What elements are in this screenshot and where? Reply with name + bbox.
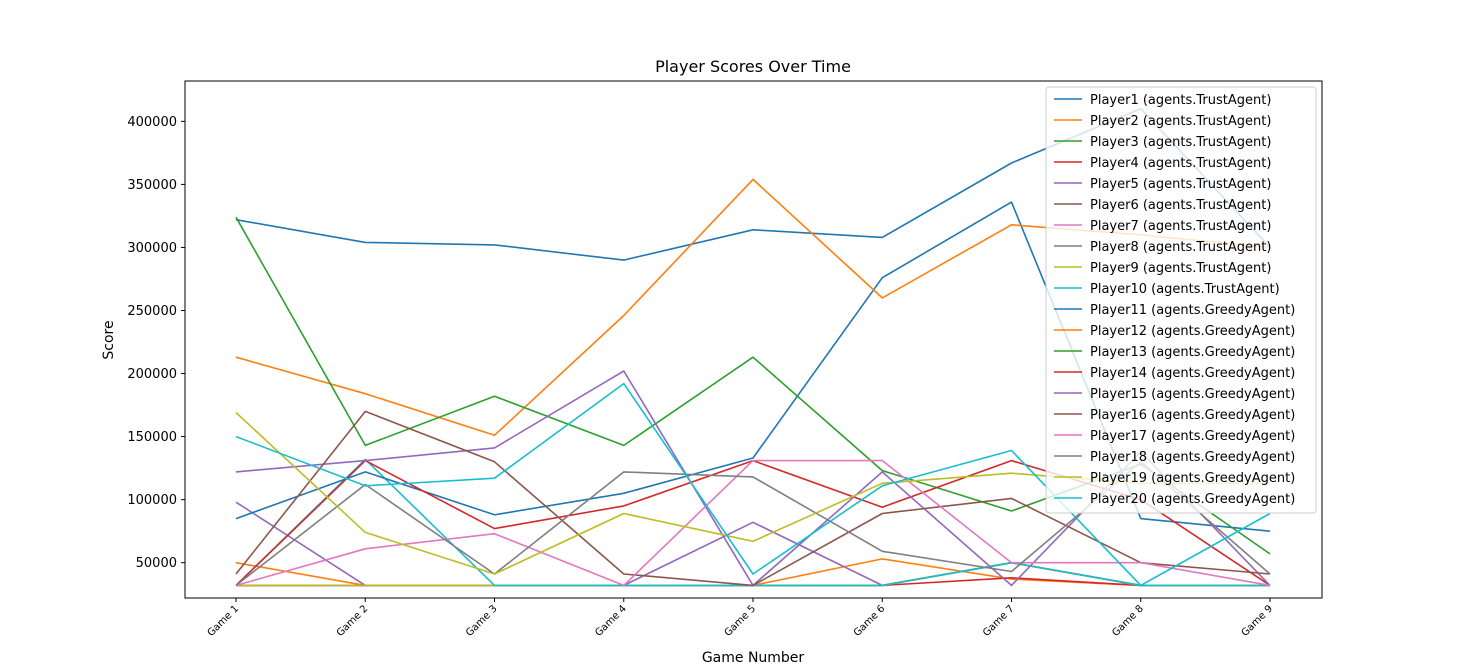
y-tick-label: 300000 bbox=[127, 241, 177, 256]
legend-label: Player4 (agents.TrustAgent) bbox=[1090, 156, 1271, 171]
legend-label: Player19 (agents.GreedyAgent) bbox=[1090, 471, 1295, 486]
series-line-player17 bbox=[235, 459, 1271, 587]
legend-label: Player6 (agents.TrustAgent) bbox=[1090, 198, 1271, 213]
legend-label: Player17 (agents.GreedyAgent) bbox=[1090, 429, 1295, 444]
legend: Player1 (agents.TrustAgent) Player2 (agen… bbox=[1045, 86, 1317, 514]
legend-label: Player11 (agents.GreedyAgent) bbox=[1090, 303, 1295, 318]
y-tick-label: 250000 bbox=[127, 304, 177, 319]
legend-label: Player1 (agents.TrustAgent) bbox=[1090, 93, 1271, 108]
legend-label: Player18 (agents.GreedyAgent) bbox=[1090, 450, 1295, 465]
y-tick-label: 400000 bbox=[127, 115, 177, 130]
legend-label: Player15 (agents.GreedyAgent) bbox=[1090, 387, 1295, 402]
legend-label: Player14 (agents.GreedyAgent) bbox=[1090, 366, 1295, 381]
y-tick-label: 350000 bbox=[127, 178, 177, 193]
y-tick-label: 150000 bbox=[127, 430, 177, 445]
legend-box bbox=[1045, 86, 1317, 514]
legend-label: Player13 (agents.GreedyAgent) bbox=[1090, 345, 1295, 360]
legend-label: Player10 (agents.TrustAgent) bbox=[1090, 282, 1280, 297]
series-line-player20 bbox=[235, 382, 1271, 587]
legend-label: Player16 (agents.GreedyAgent) bbox=[1090, 408, 1295, 423]
y-tick-label: 100000 bbox=[127, 493, 177, 508]
x-axis-label: Game Number bbox=[702, 650, 805, 666]
legend-label: Player12 (agents.GreedyAgent) bbox=[1090, 324, 1295, 339]
legend-label: Player5 (agents.TrustAgent) bbox=[1090, 177, 1271, 192]
legend-label: Player20 (agents.GreedyAgent) bbox=[1090, 492, 1295, 507]
legend-label: Player2 (agents.TrustAgent) bbox=[1090, 114, 1271, 129]
chart-title: Player Scores Over Time bbox=[655, 57, 851, 76]
y-tick-label: 200000 bbox=[127, 367, 177, 382]
y-tick-label: 50000 bbox=[136, 556, 177, 571]
legend-label: Player9 (agents.TrustAgent) bbox=[1090, 261, 1271, 276]
legend-label: Player7 (agents.TrustAgent) bbox=[1090, 219, 1271, 234]
y-axis-label: Score bbox=[101, 320, 117, 359]
legend-label: Player3 (agents.TrustAgent) bbox=[1090, 135, 1271, 150]
legend-label: Player8 (agents.TrustAgent) bbox=[1090, 240, 1271, 255]
y-axis: 50000 100000 150000 200000 250000 300000 35000… bbox=[127, 115, 185, 571]
